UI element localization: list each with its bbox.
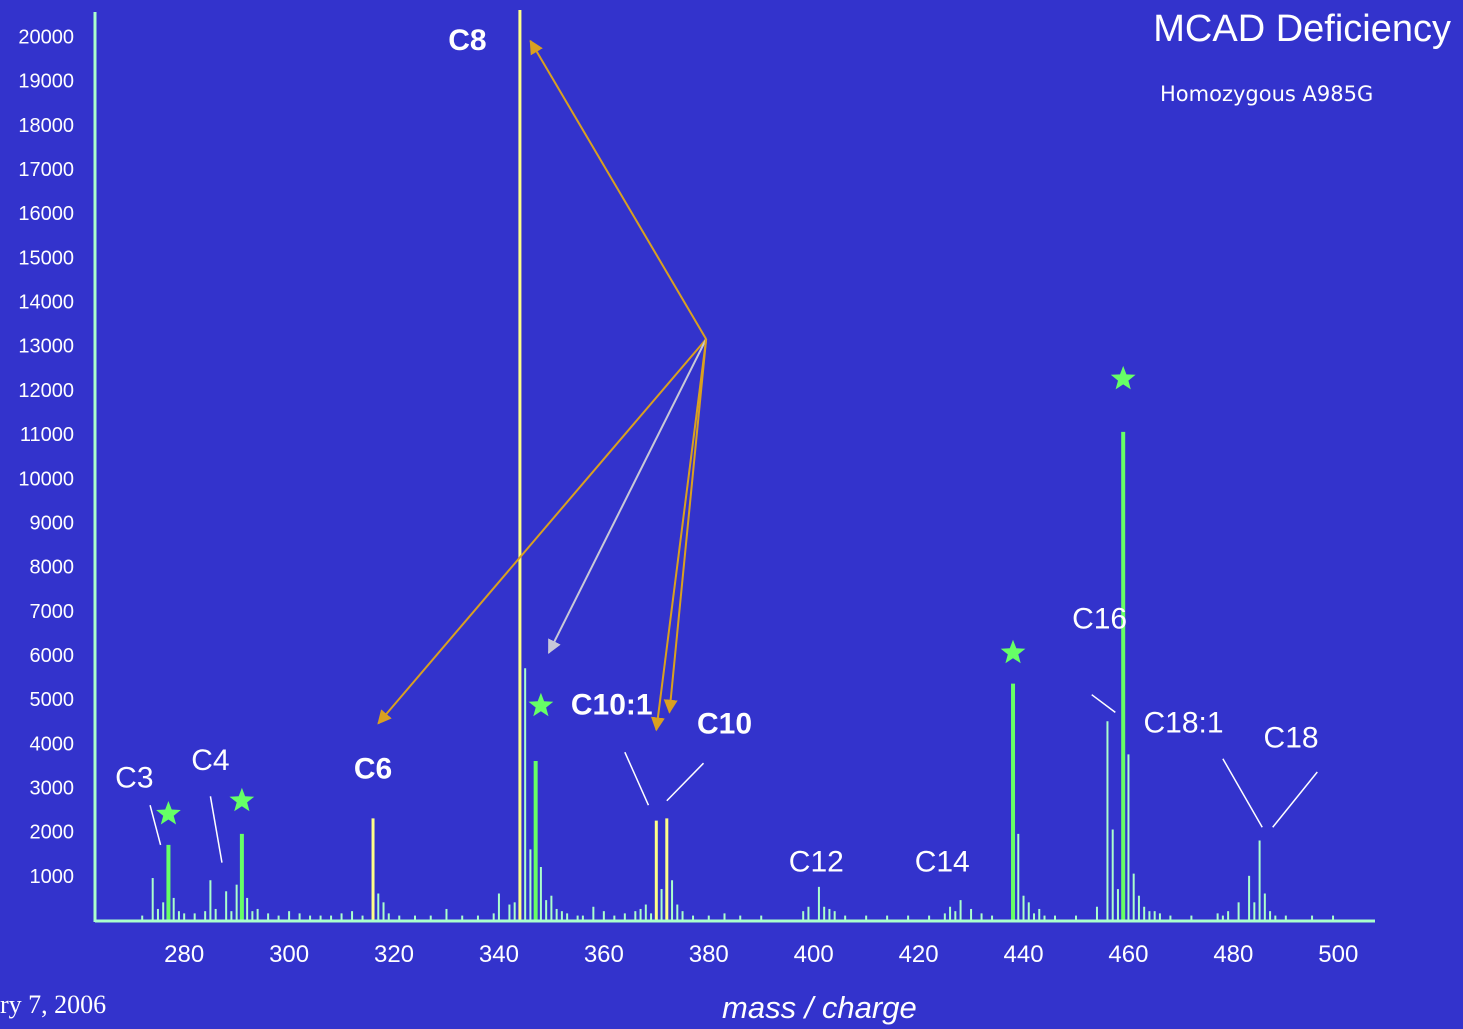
y-tick-label: 16000	[18, 203, 74, 225]
peak-label: C18	[1264, 722, 1319, 755]
y-tick-label: 19000	[18, 71, 74, 93]
leader-line	[624, 751, 650, 806]
y-tick-label: 3000	[30, 777, 75, 799]
y-tick-label: 8000	[30, 557, 75, 579]
peak-label: C12	[789, 845, 844, 878]
y-tick-label: 18000	[18, 115, 74, 137]
peak-label: C14	[915, 845, 970, 878]
x-axis-label: mass / charge	[722, 990, 917, 1025]
y-tick-label: 13000	[18, 336, 74, 358]
peak-label: C10	[697, 708, 752, 741]
x-tick-label: 280	[164, 941, 204, 968]
y-tick-label: 12000	[18, 380, 74, 402]
peak-label: C6	[354, 753, 392, 786]
peak-label: C4	[191, 744, 229, 777]
pointer-arrow	[663, 339, 708, 714]
peak-label: C8	[448, 24, 486, 57]
x-tick-label: 380	[689, 941, 729, 968]
x-tick-label: 320	[374, 941, 414, 968]
leader-line	[209, 796, 223, 863]
y-axis-ticks: 1000 2000 3000 4000 5000 6000 7000 8000 9000 1000…	[18, 27, 1358, 968]
footer-date: ry 7, 2006	[0, 990, 107, 1019]
pointer-arrow	[650, 338, 708, 732]
star-icon	[528, 692, 554, 717]
y-tick-label: 4000	[30, 733, 75, 755]
star-icon	[1110, 365, 1136, 390]
pointer-arrow	[529, 39, 708, 340]
star-icon	[1000, 639, 1026, 664]
y-tick-label: 20000	[18, 27, 74, 49]
arrows-layer	[377, 39, 708, 732]
x-tick-label: 340	[479, 941, 519, 968]
x-tick-label: 300	[269, 941, 309, 968]
pointer-arrow	[377, 338, 707, 725]
peak-label: C3	[115, 761, 153, 794]
x-tick-label: 400	[794, 941, 834, 968]
y-tick-label: 10000	[18, 468, 74, 490]
y-tick-label: 14000	[18, 292, 74, 314]
chart-subtitle: Homozygous A985G	[1160, 82, 1374, 106]
peak-labels-layer: C3 C4 C6 C8 C10:1 C10 C12 C14 C16 C18:1 C18	[115, 24, 1318, 879]
x-tick-label: 360	[584, 941, 624, 968]
chart-title: MCAD Deficiency	[1153, 8, 1451, 50]
y-tick-label: 15000	[18, 247, 74, 269]
y-tick-label: 17000	[18, 159, 74, 181]
x-tick-label: 500	[1318, 941, 1358, 968]
leader-line	[1222, 758, 1263, 828]
y-tick-label: 11000	[20, 424, 74, 446]
star-icon	[229, 787, 255, 812]
peaks-layer	[141, 10, 1335, 920]
x-tick-label: 480	[1213, 941, 1253, 968]
star-icon	[156, 801, 181, 825]
peak-label: C16	[1072, 602, 1127, 635]
y-tick-label: 9000	[30, 512, 75, 534]
x-tick-label: 460	[1108, 941, 1148, 968]
y-tick-label: 6000	[30, 645, 75, 667]
y-tick-label: 1000	[30, 866, 75, 888]
x-tick-label: 440	[1004, 941, 1044, 968]
leader-line	[1091, 694, 1116, 713]
leader-line	[1272, 771, 1318, 828]
peak-label: C18:1	[1143, 706, 1223, 739]
x-tick-label: 420	[899, 941, 939, 968]
pointer-arrow	[547, 338, 708, 654]
leader-line	[149, 804, 162, 846]
y-tick-label: 5000	[30, 689, 75, 711]
y-tick-label: 2000	[30, 822, 75, 844]
y-tick-label: 7000	[30, 601, 75, 623]
peak-label: C10:1	[571, 689, 653, 722]
leader-line	[666, 762, 705, 802]
